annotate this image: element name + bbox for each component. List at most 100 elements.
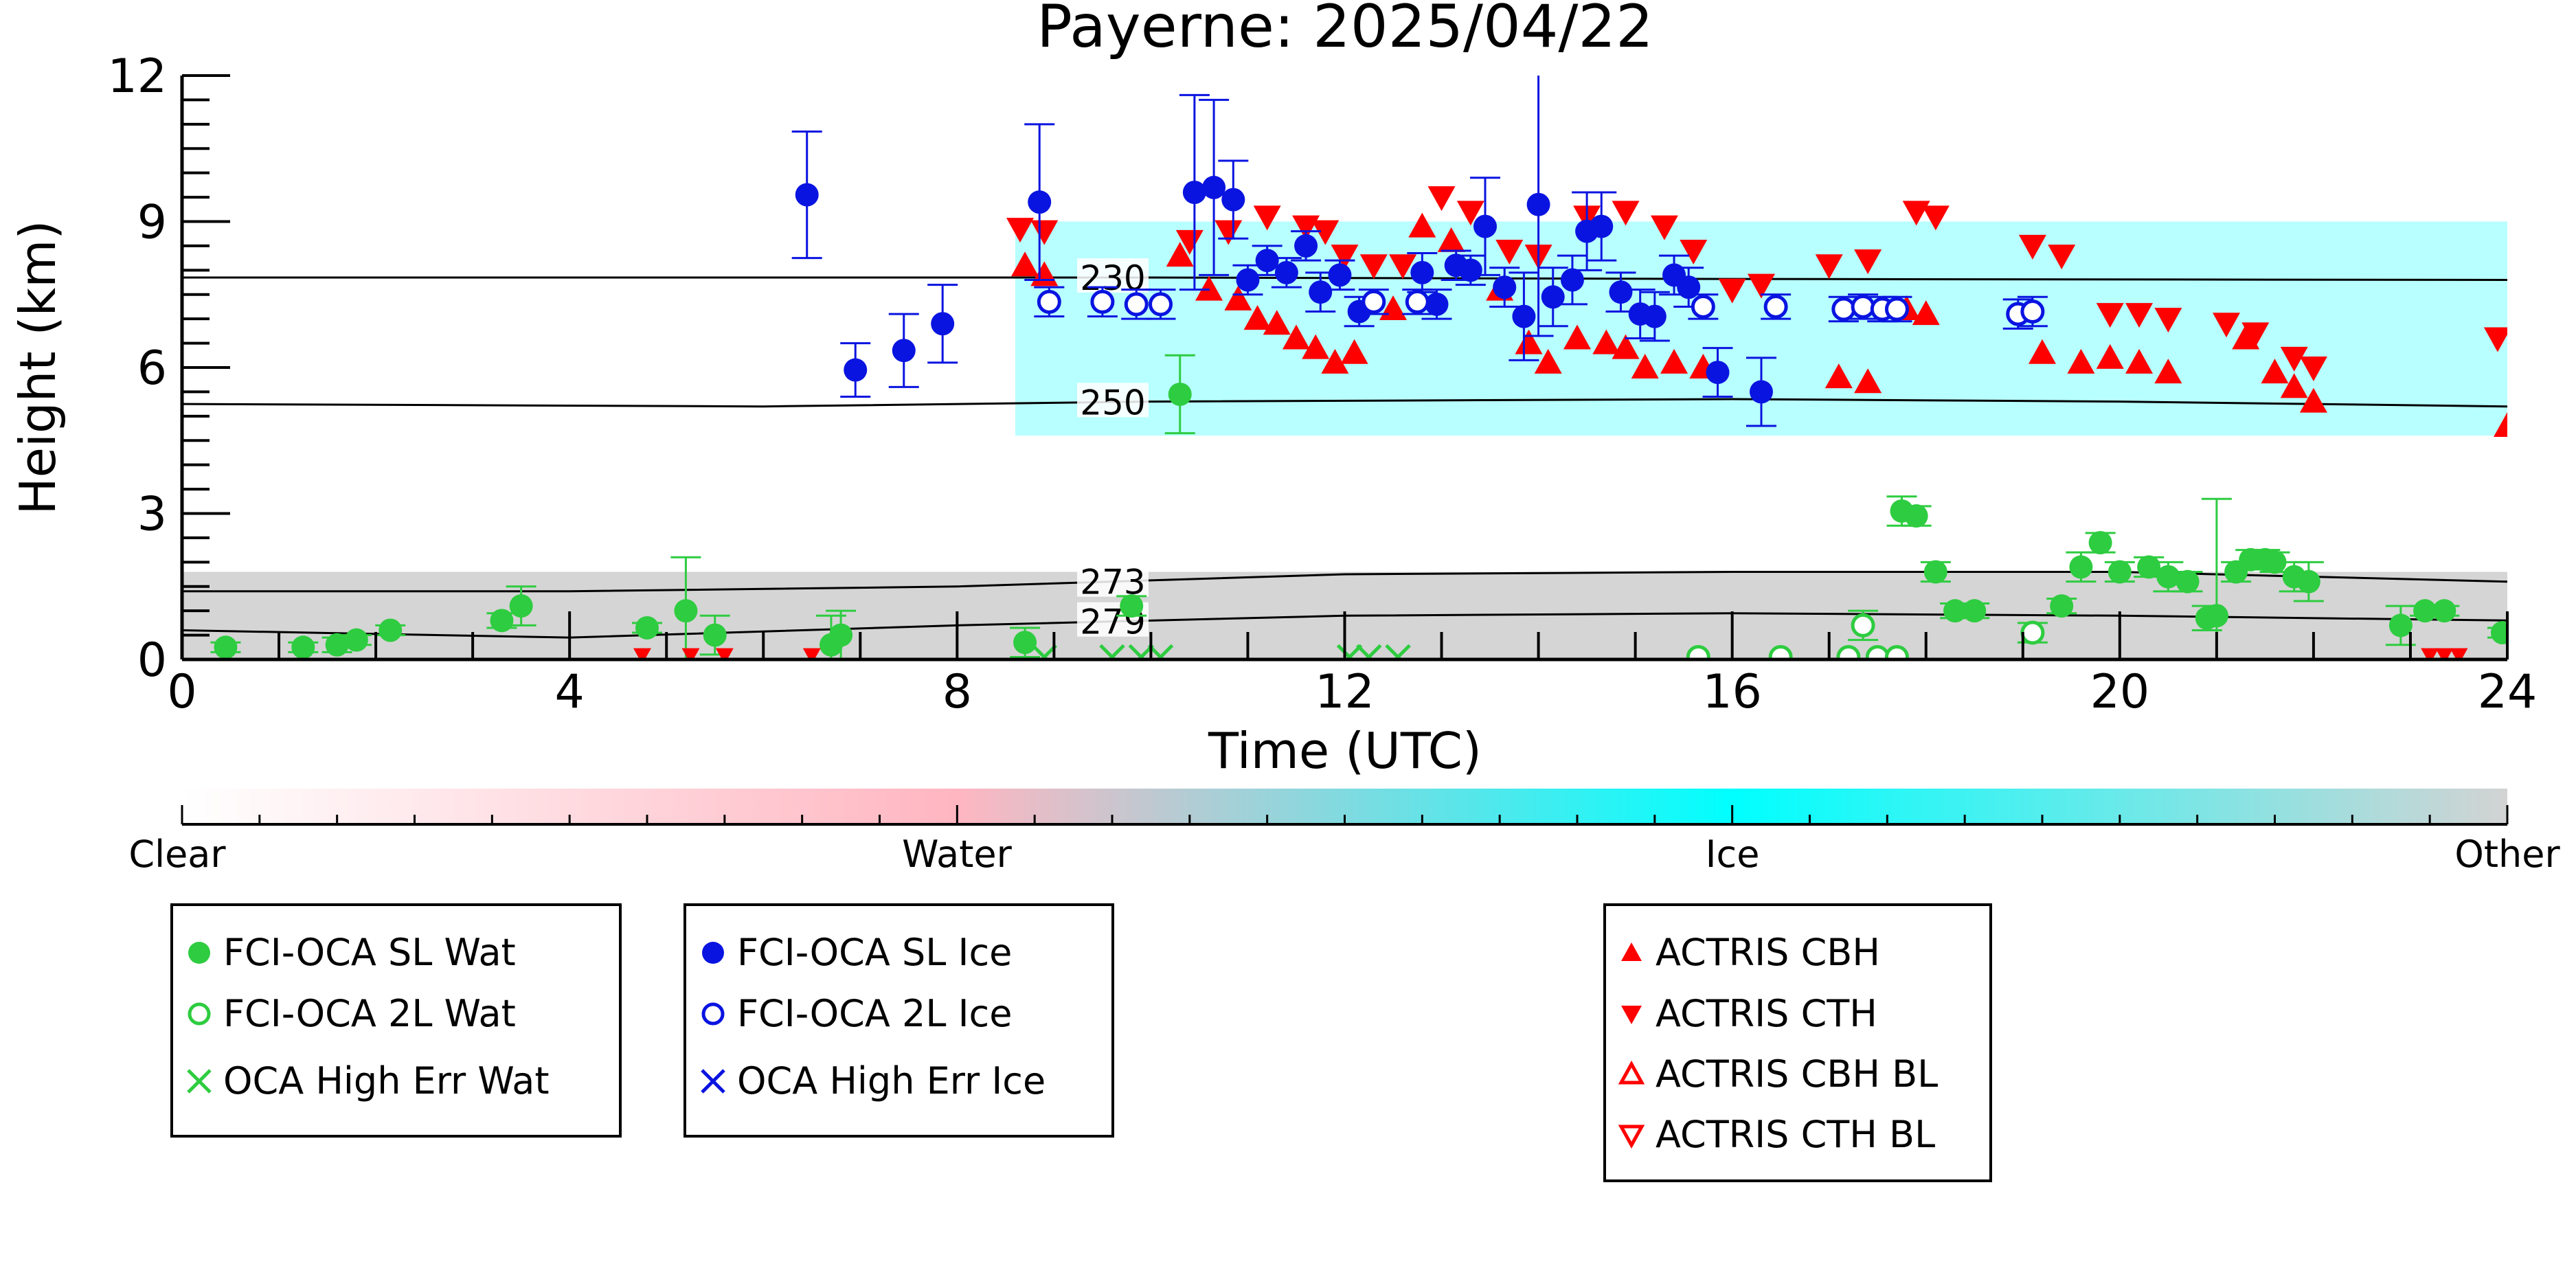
data-point (1921, 205, 1950, 231)
data-point (1493, 275, 1517, 300)
data-point (1321, 348, 1349, 374)
data-point (1563, 324, 1591, 350)
data-point (1282, 324, 1310, 350)
data-point (2096, 303, 2124, 328)
data-point (1650, 215, 1678, 240)
legend-marker-fci-oca-2l-wat (188, 1002, 211, 1026)
x-tick-label: 16 (1702, 665, 1762, 719)
data-point (1851, 613, 1875, 637)
data-point (2421, 648, 2439, 659)
legend-marker-actris-cbh (1621, 942, 1642, 961)
data-point (1747, 273, 1775, 299)
data-point (2299, 357, 2327, 381)
data-point (1385, 644, 1411, 659)
data-point (2048, 245, 2076, 270)
data-point (291, 635, 315, 659)
data-point (2020, 300, 2045, 324)
legend-marker-fci-oca-2l-ice (701, 1002, 725, 1026)
data-point (2018, 234, 2046, 260)
legend-box-ice (683, 903, 1114, 1138)
data-point (1854, 249, 1882, 275)
x-tick-label: 0 (167, 665, 196, 719)
data-point (1128, 644, 1155, 659)
data-point (1302, 334, 1330, 359)
data-point (2296, 569, 2320, 594)
data-point (1031, 644, 1058, 659)
legends: FCI-OCA SL Wat FCI-OCA 2L Wat OCA High E… (170, 903, 1992, 1182)
data-point (1263, 310, 1291, 335)
legend-marker-actris-cth-bl (1618, 1125, 1645, 1149)
data-point (1037, 289, 1061, 314)
data-point (1214, 220, 1243, 245)
data-point (379, 618, 403, 642)
data-point (1495, 240, 1524, 264)
data-point (1691, 294, 1715, 319)
data-point (1680, 240, 1708, 264)
data-point (1854, 368, 1882, 394)
data-point (1336, 644, 1363, 659)
data-point (2212, 313, 2240, 338)
series-fci-oca-2l-ice (1034, 286, 2048, 330)
x-tick-label: 12 (1315, 665, 1375, 719)
data-point (1686, 644, 1710, 659)
data-point (1851, 294, 1875, 319)
legend-label-higherr-ice: OCA High Err Ice (737, 1059, 1046, 1103)
data-point (1923, 560, 1947, 584)
series-actris-cbh (1011, 212, 2507, 437)
data-point (1408, 212, 1436, 238)
data-point (1006, 218, 1035, 243)
data-point (214, 635, 238, 659)
contour-230 (182, 276, 2508, 281)
data-point (802, 648, 821, 659)
x-tick-label: 8 (942, 665, 972, 719)
data-point (2069, 555, 2093, 579)
data-point (1099, 644, 1125, 659)
y-tick-label: 12 (107, 49, 167, 104)
data-point (1405, 289, 1430, 314)
legend-label-higherr-wat: OCA High Err Wat (223, 1059, 550, 1103)
data-point (1749, 380, 1773, 404)
contour-label-230: 230 (1080, 258, 1145, 298)
data-point (703, 623, 727, 647)
data-point (1884, 644, 1909, 659)
data-point (1389, 254, 1417, 280)
contour-250 (181, 398, 2508, 408)
legend-label-cbh-bl: ACTRIS CBH BL (1656, 1052, 1938, 1096)
data-point (1359, 254, 1388, 280)
data-point (1362, 289, 1386, 314)
data-point (1243, 305, 1272, 330)
series-oca-high-err-wat (1031, 644, 1411, 659)
data-point (2029, 339, 2056, 364)
data-point (1943, 599, 1967, 623)
data-point (1609, 280, 1633, 304)
data-point (2241, 322, 2270, 348)
data-point (2263, 550, 2287, 574)
data-point (1912, 300, 1940, 326)
chart-title: Payerne: 2025/04/22 (1037, 0, 1653, 61)
legend-label-sl-wat: FCI-OCA SL Wat (223, 931, 516, 974)
y-tick-label: 3 (137, 488, 167, 542)
data-point (2108, 560, 2132, 584)
data-point (1427, 186, 1456, 212)
data-point (1631, 354, 1659, 379)
data-point (2435, 648, 2454, 659)
data-point (1255, 249, 1279, 273)
legend-marker-fci-oca-sl-ice (702, 942, 724, 964)
data-point (1718, 278, 1746, 304)
data-point (2020, 620, 2045, 645)
data-point (2280, 373, 2308, 398)
data-point (2156, 565, 2180, 589)
colorbar-label-ice: Ice (1706, 833, 1760, 876)
x-tick-label: 20 (2090, 665, 2150, 719)
data-point (2154, 359, 2182, 384)
legend-marker-oca-high-err-ice (701, 1069, 725, 1094)
data-point (1612, 201, 1640, 226)
axes: 0 3 6 9 12 0 4 8 12 16 20 24 (107, 49, 2537, 719)
data-point (2088, 531, 2112, 554)
data-point (1660, 348, 1688, 374)
data-point (1963, 599, 1987, 623)
data-point (1904, 504, 1928, 528)
data-point (2450, 648, 2468, 659)
y-tick-label: 9 (137, 196, 167, 250)
